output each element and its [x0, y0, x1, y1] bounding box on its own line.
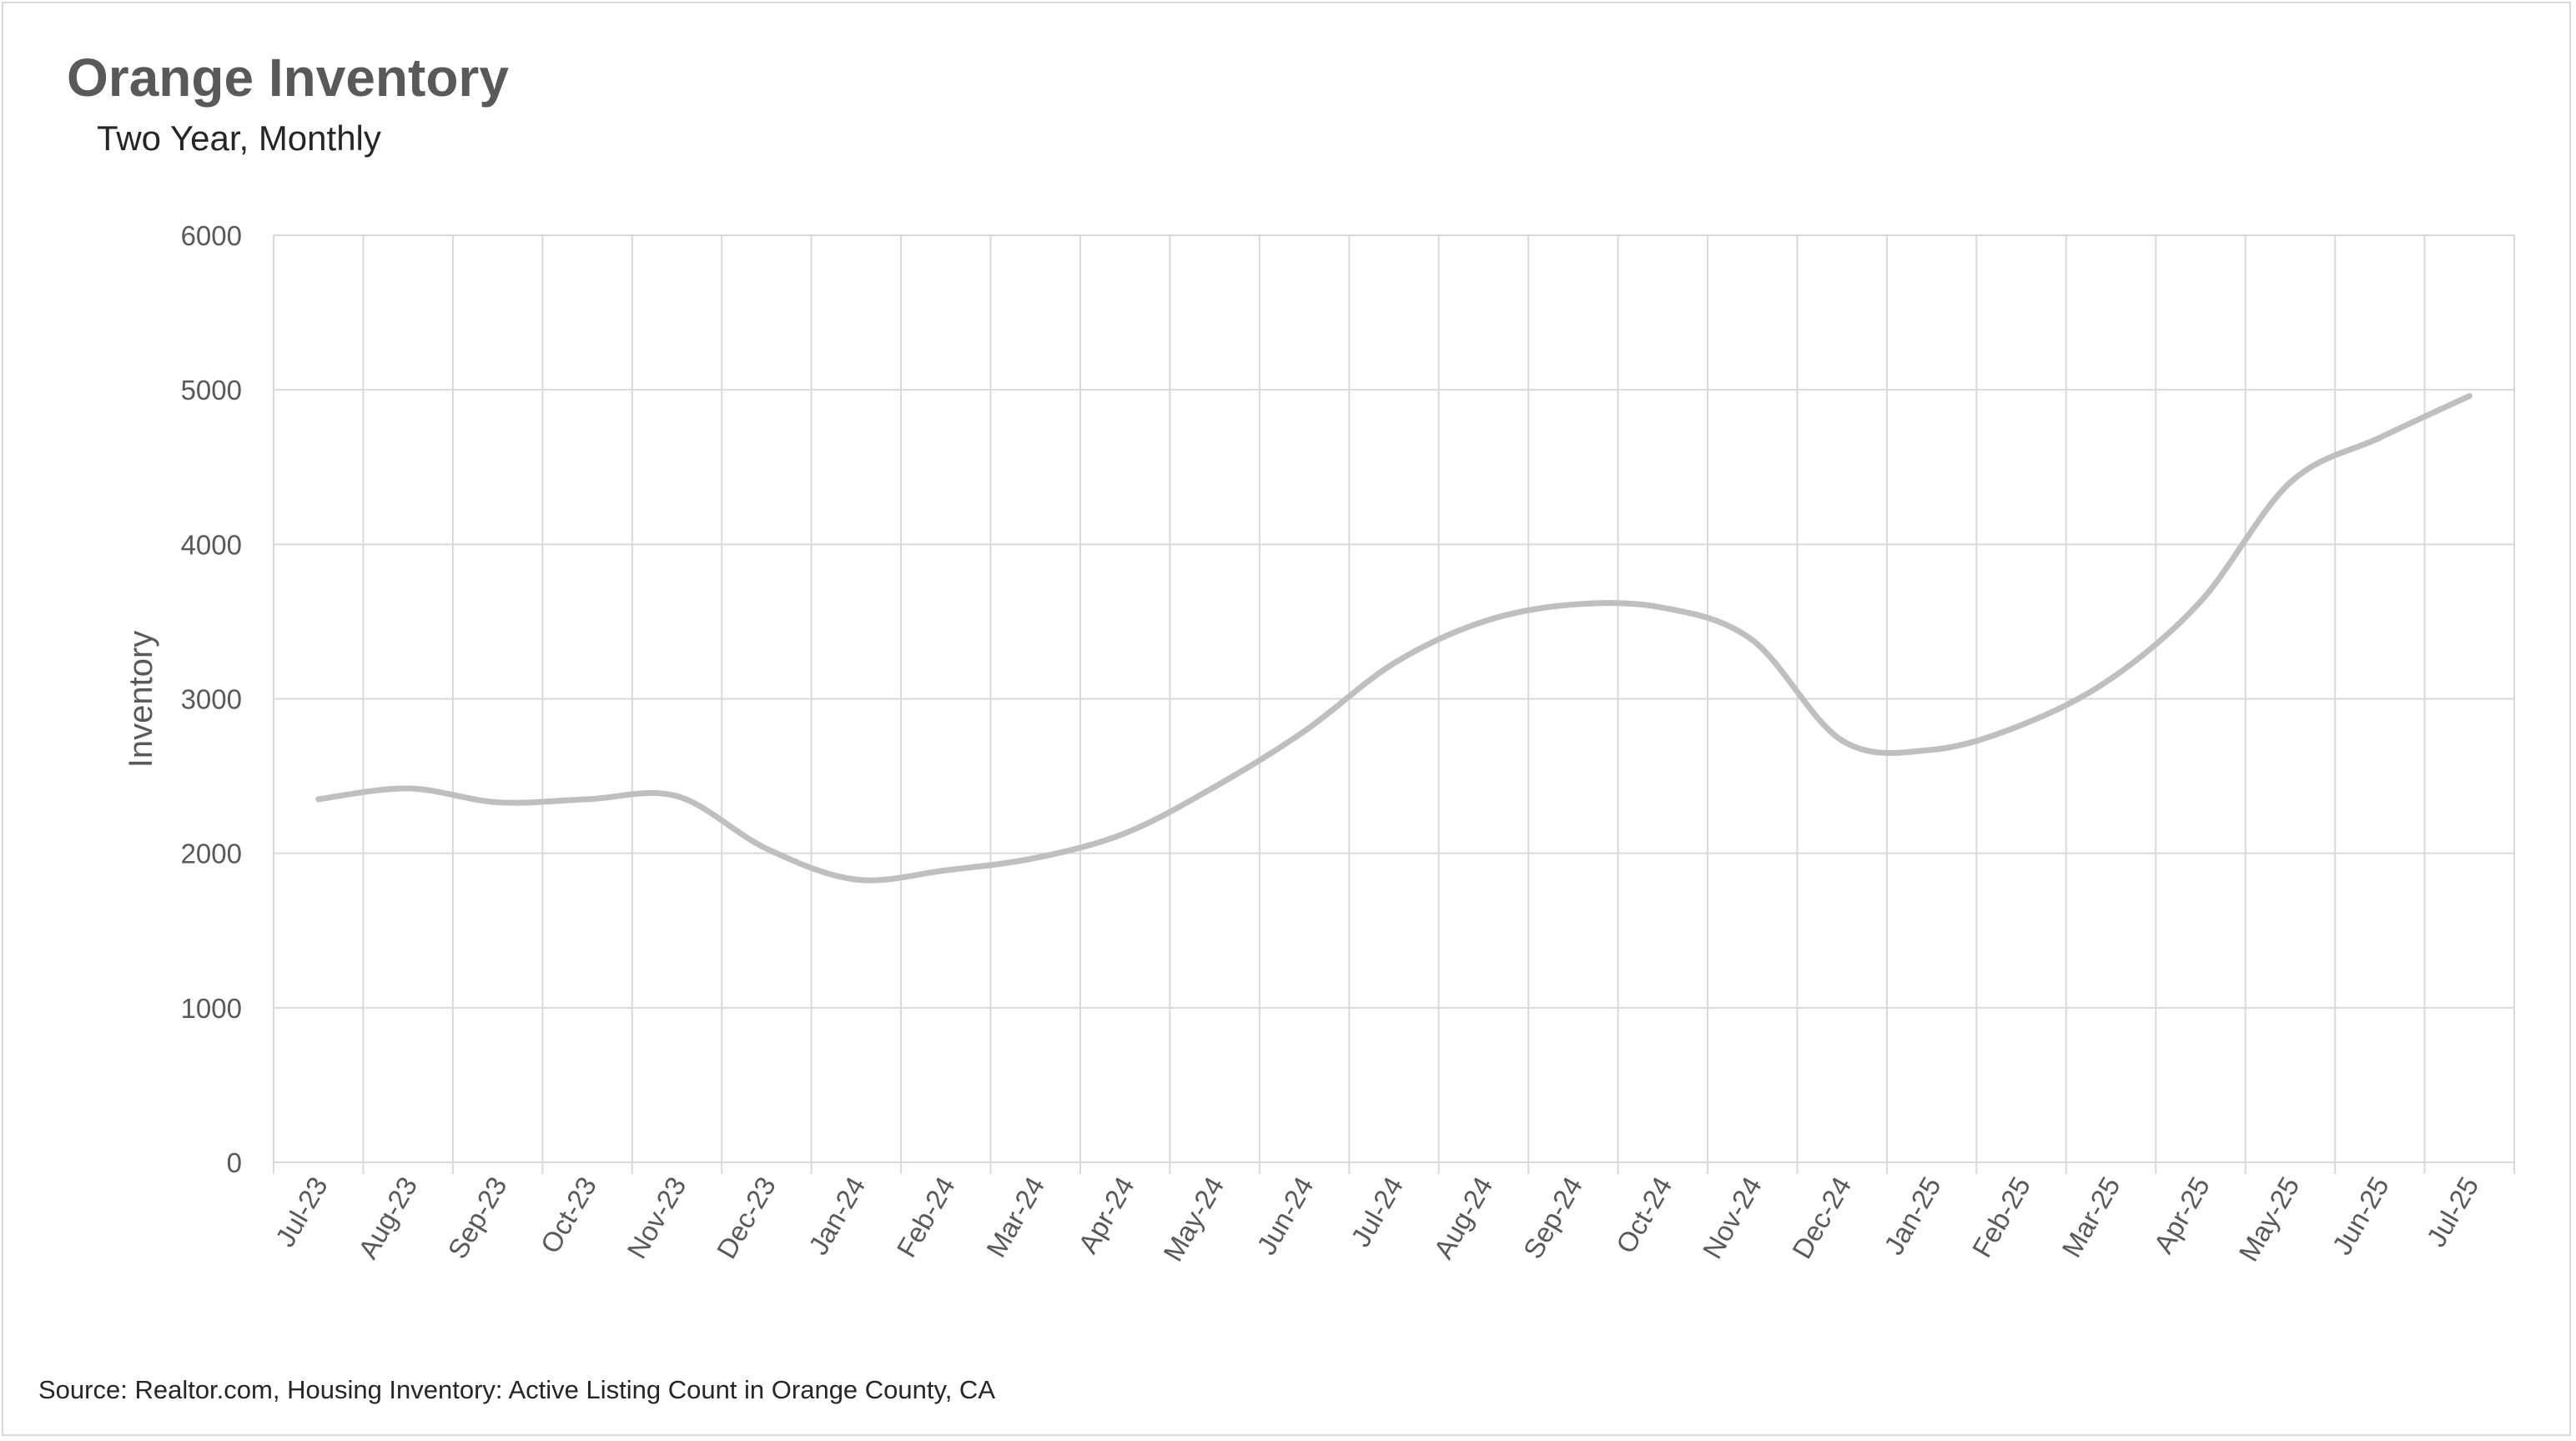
data-point-22 — [2287, 479, 2293, 486]
x-tick-label-20: Mar-25 — [2055, 1171, 2126, 1262]
x-tick-label-12: Jul-24 — [1345, 1171, 1409, 1252]
x-tick-label-19: Feb-25 — [1966, 1171, 2036, 1262]
data-point-18 — [1929, 747, 1935, 753]
data-point-24 — [2466, 393, 2473, 400]
chart-subtitle: Two Year, Monthly — [97, 118, 381, 158]
x-tick-label-3: Oct-23 — [535, 1171, 603, 1258]
x-tick-label-5: Dec-23 — [711, 1171, 782, 1264]
x-tick-label-14: Sep-24 — [1517, 1171, 1588, 1264]
x-tick-label-4: Nov-23 — [621, 1171, 692, 1264]
data-point-7 — [943, 867, 949, 874]
data-point-6 — [853, 876, 859, 883]
x-tick-label-16: Nov-24 — [1697, 1171, 1768, 1264]
y-tick-label-6: 6000 — [181, 220, 242, 251]
data-point-19 — [2018, 722, 2025, 728]
data-point-21 — [2197, 598, 2204, 605]
x-tick-label-22: May-25 — [2232, 1171, 2305, 1267]
x-axis-ticks: Jul-23 Aug-23 Sep-23 Oct-23 Nov-23 Dec-23 Jan-… — [269, 1171, 2485, 1267]
x-tick-label-15: Oct-24 — [1610, 1171, 1678, 1258]
data-point-15 — [1659, 604, 1666, 611]
data-point-16 — [1749, 637, 1756, 643]
x-tick-label-17: Dec-24 — [1786, 1171, 1857, 1264]
x-tick-label-24: Jul-25 — [2420, 1171, 2484, 1252]
x-tick-label-8: Mar-24 — [980, 1171, 1050, 1262]
x-tick-label-1: Aug-23 — [352, 1171, 423, 1264]
data-point-13 — [1480, 618, 1487, 625]
series-line-0 — [315, 393, 2473, 884]
data-point-9 — [1122, 830, 1129, 837]
x-tick-label-21: Apr-25 — [2147, 1171, 2216, 1258]
data-point-17 — [1839, 737, 1845, 743]
data-point-1 — [405, 785, 411, 792]
x-tick-label-18: Jan-25 — [1878, 1171, 1946, 1260]
data-point-12 — [1391, 660, 1397, 667]
x-tick-label-7: Feb-24 — [891, 1171, 961, 1262]
x-tick-label-0: Jul-23 — [269, 1171, 334, 1252]
data-point-23 — [2377, 435, 2383, 441]
series-layer — [315, 393, 2473, 884]
data-point-8 — [1032, 854, 1039, 861]
y-tick-label-0: 0 — [227, 1147, 242, 1178]
x-tick-label-9: Apr-24 — [1072, 1171, 1140, 1258]
y-tick-label-3: 3000 — [181, 684, 242, 715]
data-point-20 — [2108, 675, 2115, 682]
y-tick-label-4: 4000 — [181, 529, 242, 560]
data-point-3 — [584, 796, 591, 803]
y-axis-title: Inventory — [123, 631, 159, 768]
data-point-5 — [763, 845, 770, 852]
x-tick-label-13: Aug-24 — [1427, 1171, 1498, 1264]
chart-title: Orange Inventory — [67, 48, 509, 108]
x-tick-label-23: Jun-25 — [2326, 1171, 2394, 1260]
chart-source: Source: Realtor.com, Housing Inventory: … — [38, 1375, 995, 1404]
y-tick-label-2: 2000 — [181, 839, 242, 869]
data-point-14 — [1570, 602, 1577, 608]
x-tick-label-10: May-24 — [1157, 1171, 1230, 1267]
x-tick-label-2: Sep-23 — [441, 1171, 512, 1264]
data-point-4 — [673, 793, 680, 799]
data-point-2 — [495, 799, 501, 806]
x-tick-label-11: Jun-24 — [1250, 1171, 1319, 1260]
y-axis-ticks: 0 1000 2000 3000 4000 5000 6000 — [181, 220, 242, 1178]
x-tick-label-6: Jan-24 — [802, 1171, 871, 1260]
data-point-10 — [1211, 783, 1218, 790]
y-tick-label-1: 1000 — [181, 993, 242, 1024]
gridlines — [273, 234, 2515, 1174]
data-point-0 — [315, 796, 322, 803]
y-tick-label-5: 5000 — [181, 375, 242, 406]
data-point-11 — [1301, 728, 1308, 734]
